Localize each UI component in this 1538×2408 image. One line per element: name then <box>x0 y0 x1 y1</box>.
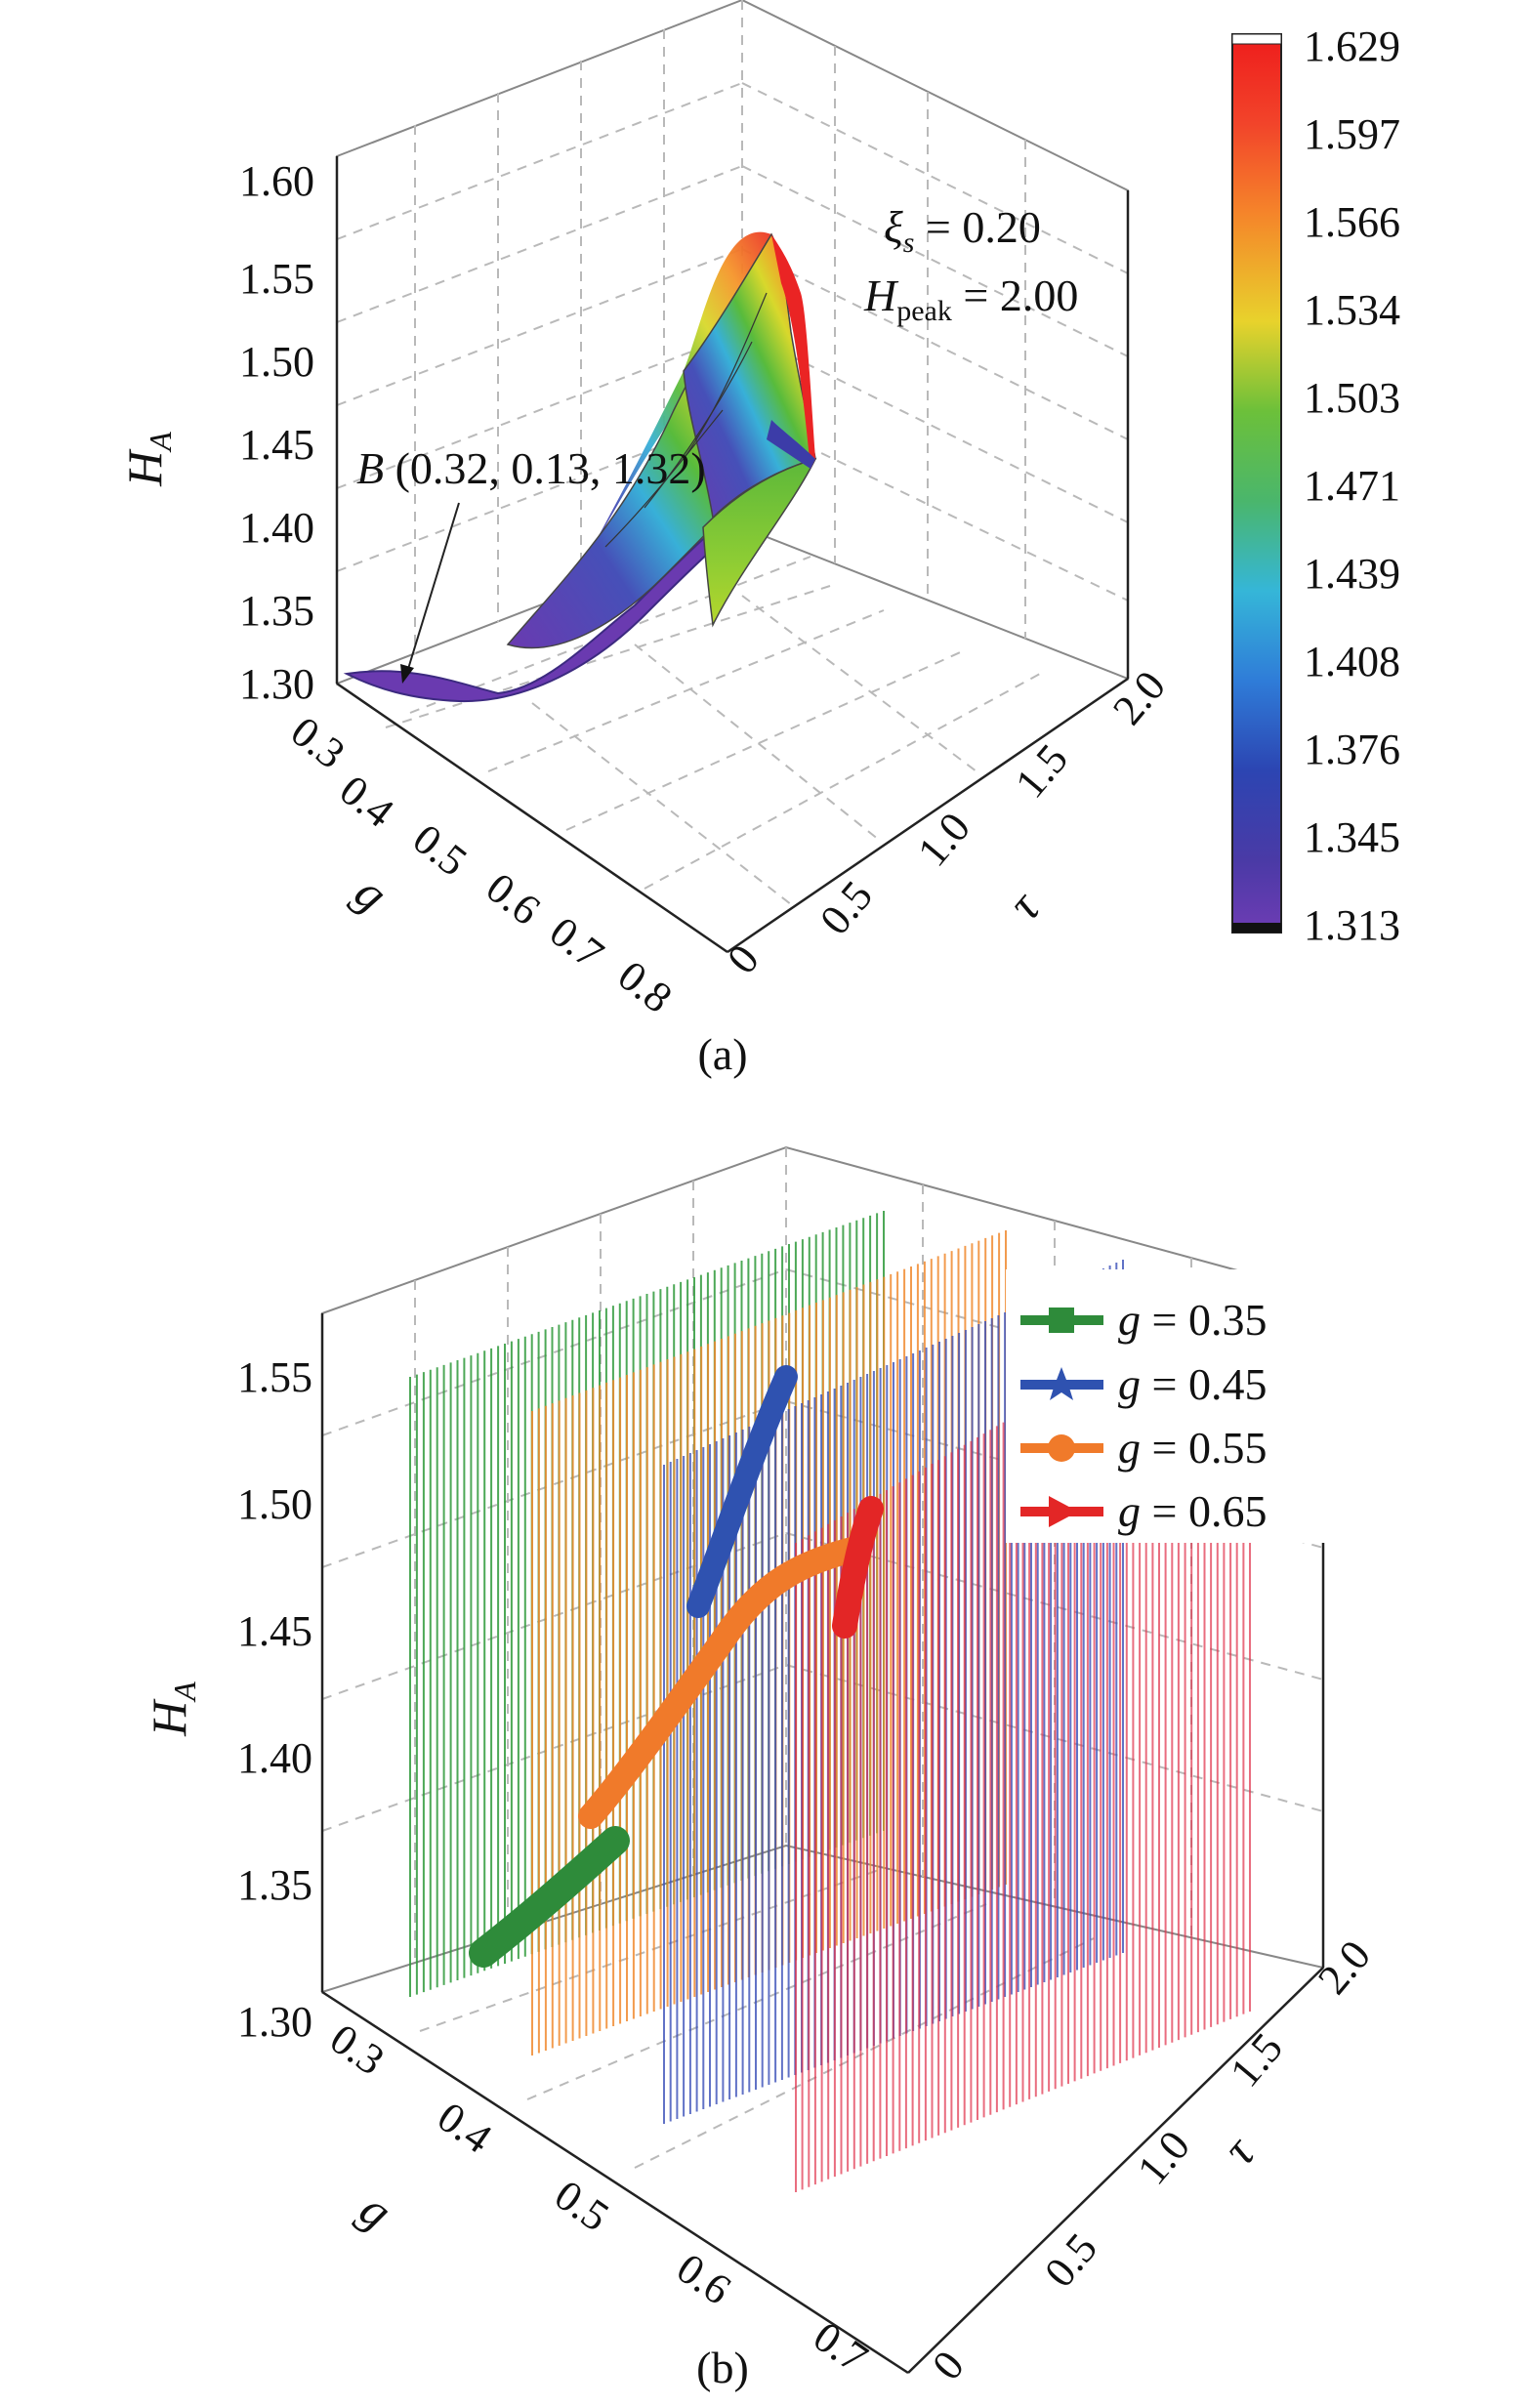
colorbar-tick: 1.345 <box>1304 813 1400 861</box>
b-z-tick: 1.55 <box>237 1353 312 1401</box>
colorbar-tick: 1.503 <box>1304 374 1400 422</box>
colorbar-tick: 1.597 <box>1304 110 1400 158</box>
a-g-tick: 0.6 <box>478 863 550 934</box>
b-z-tick: 1.30 <box>237 1998 312 2046</box>
xi-annotation: ξs = 0.20 <box>884 202 1041 259</box>
legend-item-g-065: g = 0.65 <box>1020 1486 1267 1536</box>
b-z-tick: 1.40 <box>237 1734 312 1782</box>
series-line-g-035 <box>469 1826 630 1968</box>
colorbar-tick: 1.313 <box>1304 901 1400 949</box>
caption-a: (a) <box>697 1029 747 1079</box>
colorbar-tick: 1.376 <box>1304 726 1400 773</box>
b-g-tick: 0.3 <box>321 2014 393 2085</box>
panel-b: g = 0.35 g = 0.45 g = 0.55 g = 0.65 1.30… <box>142 1145 1380 2392</box>
colorbar-tick: 1.408 <box>1304 638 1400 685</box>
a-tau-tick: 1.0 <box>908 804 979 876</box>
a-tau-tick: 1.5 <box>1006 735 1077 808</box>
colorbar-tick: 1.566 <box>1304 198 1400 246</box>
series-line-g-065 <box>832 1496 884 1639</box>
legend-item-g-055: g = 0.55 <box>1020 1423 1267 1473</box>
a-z-tick: 1.40 <box>239 504 314 552</box>
colorbar-bar <box>1231 33 1282 934</box>
b-tau-tick: 2.0 <box>1309 1931 1380 2004</box>
drop-line-curtains <box>409 1211 1251 2192</box>
a-tau-tick: 0.5 <box>811 872 882 944</box>
a-z-tick: 1.55 <box>239 255 314 303</box>
a-g-tick: 0.3 <box>282 707 354 777</box>
star-marker-icon <box>1043 1367 1080 1400</box>
triangle-marker-icon <box>1049 1496 1078 1527</box>
hpeak-annotation: Hpeak = 2.00 <box>863 270 1078 327</box>
surface-edge <box>771 234 815 469</box>
a-z-tick: 1.30 <box>239 660 314 708</box>
surface-blue-strip <box>767 420 815 469</box>
a-g-tick: 0.4 <box>331 766 403 836</box>
a-z-tick: 1.45 <box>239 421 314 469</box>
panel-a-z-ticks: 1.30 1.35 1.40 1.45 1.50 1.55 1.60 <box>239 157 314 708</box>
b-z-tick: 1.50 <box>237 1480 312 1528</box>
b-g-tick: 0.4 <box>429 2093 500 2163</box>
b-tau-tick: 1.5 <box>1221 2024 1292 2097</box>
series-line-g-055 <box>578 1535 872 1829</box>
b-tau-tick: 0 <box>923 2342 974 2388</box>
colorbar-tick: 1.471 <box>1304 462 1400 510</box>
b-tau-tick: 0.5 <box>1035 2224 1106 2297</box>
panel-a: B (0.32, 0.13, 1.32) ξs = 0.20 Hpeak = 2… <box>117 0 1400 1079</box>
a-z-tick: 1.50 <box>239 338 314 386</box>
a-g-axis-label: g <box>345 864 397 923</box>
colorbar: 1.629 1.597 1.566 1.534 1.503 1.471 1.43… <box>1231 22 1400 949</box>
b-z-tick: 1.45 <box>237 1607 312 1655</box>
colorbar-tick: 1.534 <box>1304 286 1400 334</box>
b-g-tick: 0.7 <box>805 2312 876 2383</box>
svg-text:g = 0.65: g = 0.65 <box>1118 1486 1267 1536</box>
a-tau-axis-label: τ <box>997 880 1052 930</box>
a-g-tick: 0.5 <box>404 814 477 885</box>
square-marker-icon <box>1049 1308 1074 1333</box>
a-g-tick: 0.7 <box>541 907 613 977</box>
a-z-tick: 1.60 <box>239 157 314 205</box>
a-z-axis-label: HA <box>117 432 178 487</box>
series-lines <box>469 1365 884 1968</box>
a-z-tick: 1.35 <box>239 587 314 635</box>
panel-b-z-ticks: 1.30 1.35 1.40 1.45 1.50 1.55 <box>237 1353 312 2046</box>
svg-text:g = 0.45: g = 0.45 <box>1118 1359 1267 1409</box>
panel-a-tau-ticks: 0 0.5 1.0 1.5 2.0 <box>718 662 1175 983</box>
panel-a-box <box>335 156 1130 954</box>
b-z-axis-label: HA <box>142 1681 202 1737</box>
panel-b-box <box>320 1294 1325 2375</box>
b-tau-tick: 1.0 <box>1128 2122 1199 2194</box>
b-tau-axis-label: τ <box>1212 2125 1267 2175</box>
legend-item-g-035: g = 0.35 <box>1020 1295 1267 1345</box>
b-g-axis-label: g <box>351 2180 402 2239</box>
svg-text:g = 0.35: g = 0.35 <box>1118 1295 1267 1345</box>
b-g-tick: 0.6 <box>668 2244 739 2314</box>
legend: g = 0.35 g = 0.45 g = 0.55 g = 0.65 <box>1006 1269 1328 1543</box>
colorbar-tick: 1.629 <box>1304 22 1400 70</box>
b-z-tick: 1.35 <box>237 1861 312 1909</box>
svg-text:g = 0.55: g = 0.55 <box>1118 1423 1267 1473</box>
series-line-g-045 <box>686 1365 798 1618</box>
panel-a-g-ticks: 0.3 0.4 0.5 0.6 0.7 0.8 <box>282 707 682 1021</box>
point-b-label: B (0.32, 0.13, 1.32) <box>356 443 706 493</box>
surface-plot <box>343 231 817 703</box>
legend-item-g-045: g = 0.45 <box>1020 1359 1267 1409</box>
surface-side <box>702 457 817 628</box>
a-g-tick: 0.8 <box>609 951 682 1021</box>
colorbar-tick: 1.439 <box>1304 550 1400 598</box>
caption-b: (b) <box>696 2343 749 2392</box>
b-g-tick: 0.5 <box>546 2171 617 2241</box>
point-b-pointer <box>400 502 460 684</box>
circle-marker-icon <box>1048 1434 1075 1462</box>
